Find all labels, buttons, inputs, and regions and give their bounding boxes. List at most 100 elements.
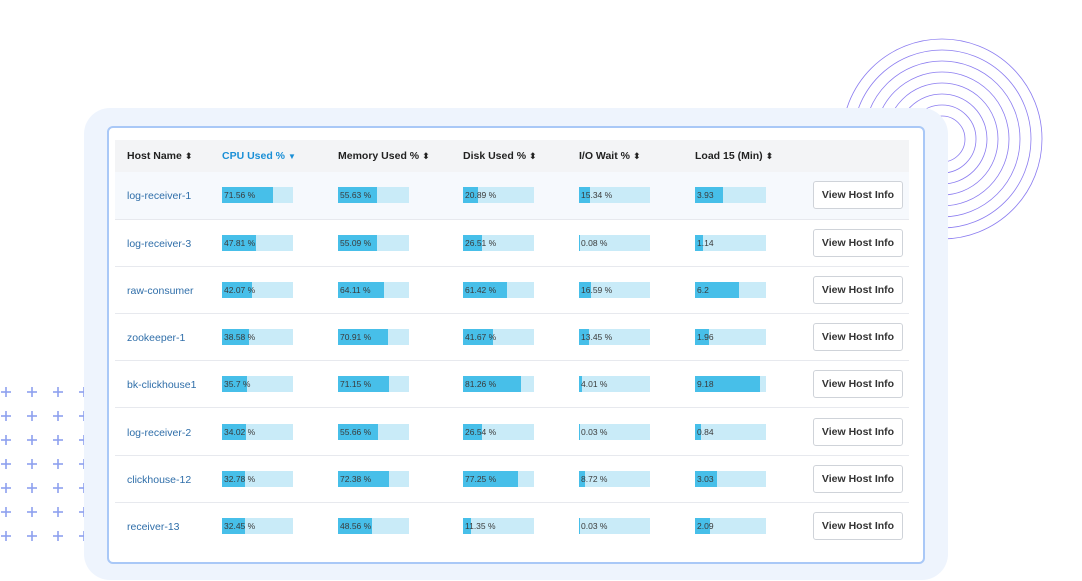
memory-used-cell: 55.66 % xyxy=(326,408,451,455)
cpu-used-bar: 35.7 % xyxy=(222,376,293,393)
disk-used-bar-fill xyxy=(463,518,472,535)
memory-used-bar-fill xyxy=(338,376,389,393)
action-cell: View Host Info xyxy=(799,314,909,361)
io-wait-bar: 0.03 % xyxy=(579,423,650,440)
io-wait-cell: 4.01 % xyxy=(567,361,683,408)
load-15-bar: 9.18 xyxy=(695,376,766,393)
action-cell: View Host Info xyxy=(799,361,909,408)
load-15-bar: 1.96 xyxy=(695,329,766,346)
action-cell: View Host Info xyxy=(799,172,909,219)
memory-used-value: 70.91 % xyxy=(340,332,372,343)
memory-used-value: 55.66 % xyxy=(340,426,372,437)
cpu-used-bar: 32.78 % xyxy=(222,470,293,487)
memory-used-bar: 55.63 % xyxy=(338,187,409,204)
disk-used-bar: 26.54 % xyxy=(463,423,534,440)
cpu-used-cell: 35.7 % xyxy=(210,361,326,408)
memory-used-bar-fill xyxy=(338,187,378,204)
host-name-link[interactable]: clickhouse-12 xyxy=(127,473,192,486)
memory-used-bar-fill xyxy=(338,234,378,251)
memory-used-bar: 55.66 % xyxy=(338,423,409,440)
header-memory-used[interactable]: Memory Used % ⬍ xyxy=(326,140,451,172)
header-disk-used[interactable]: Disk Used % ⬍ xyxy=(451,140,567,172)
view-host-info-button[interactable]: View Host Info xyxy=(813,228,903,257)
io-wait-bar: 13.45 % xyxy=(579,329,650,346)
cpu-used-bar: 32.45 % xyxy=(222,518,293,535)
load-15-value: 6.2 xyxy=(697,284,709,295)
io-wait-bar-fill xyxy=(579,518,581,535)
host-name-link[interactable]: receiver-13 xyxy=(127,521,180,534)
header-io-wait[interactable]: I/O Wait % ⬍ xyxy=(567,140,683,172)
disk-used-cell: 81.26 % xyxy=(451,361,567,408)
load-15-value: 1.96 xyxy=(697,332,714,343)
view-host-info-button[interactable]: View Host Info xyxy=(813,464,903,493)
memory-used-bar-fill xyxy=(338,423,378,440)
view-host-info-button[interactable]: View Host Info xyxy=(813,275,903,304)
disk-used-cell: 26.54 % xyxy=(451,408,567,455)
load-15-value: 3.93 xyxy=(697,190,714,201)
table-row: receiver-13 32.45 % 48.56 % 11.35 % 0.03 % 2.… xyxy=(115,502,909,549)
disk-used-cell: 77.25 % xyxy=(451,455,567,502)
memory-used-value: 71.15 % xyxy=(340,379,372,390)
load-15-bar-fill xyxy=(695,423,701,440)
memory-used-bar: 55.09 % xyxy=(338,234,409,251)
host-name-link[interactable]: log-receiver-1 xyxy=(127,190,192,203)
cpu-used-bar-fill xyxy=(222,187,273,204)
cpu-used-cell: 34.02 % xyxy=(210,408,326,455)
load-15-cell: 1.14 xyxy=(683,219,799,266)
disk-used-bar: 20.89 % xyxy=(463,187,534,204)
hosts-table: Host Name ⬍ CPU Used % ▼ Memory Used % ⬍ Di… xyxy=(115,140,909,550)
load-15-cell: 3.93 xyxy=(683,172,799,219)
disk-used-cell: 41.67 % xyxy=(451,314,567,361)
disk-used-bar-fill xyxy=(463,470,518,487)
cpu-used-bar-fill xyxy=(222,470,246,487)
io-wait-cell: 13.45 % xyxy=(567,314,683,361)
io-wait-bar: 0.08 % xyxy=(579,234,650,251)
io-wait-bar-fill xyxy=(579,329,589,346)
host-name-cell: raw-consumer xyxy=(115,266,210,313)
io-wait-bar: 8.72 % xyxy=(579,470,650,487)
cpu-used-bar: 42.07 % xyxy=(222,281,293,298)
header-cpu-used[interactable]: CPU Used % ▼ xyxy=(210,140,326,172)
view-host-info-button[interactable]: View Host Info xyxy=(813,417,903,446)
cpu-used-bar-fill xyxy=(222,518,246,535)
disk-used-bar: 81.26 % xyxy=(463,376,534,393)
io-wait-cell: 0.03 % xyxy=(567,502,683,549)
memory-used-bar: 71.15 % xyxy=(338,376,409,393)
cpu-used-cell: 32.78 % xyxy=(210,455,326,502)
io-wait-cell: 15.34 % xyxy=(567,172,683,219)
disk-used-value: 26.54 % xyxy=(465,426,497,437)
io-wait-value: 15.34 % xyxy=(581,190,613,201)
host-name-link[interactable]: log-receiver-3 xyxy=(127,237,192,250)
memory-used-bar: 70.91 % xyxy=(338,329,409,346)
load-15-value: 1.14 xyxy=(697,237,714,248)
host-name-cell: log-receiver-1 xyxy=(115,172,210,219)
header-host-name[interactable]: Host Name ⬍ xyxy=(115,140,210,172)
view-host-info-button[interactable]: View Host Info xyxy=(813,181,903,210)
cpu-used-cell: 32.45 % xyxy=(210,502,326,549)
disk-used-value: 61.42 % xyxy=(465,284,497,295)
disk-used-bar: 11.35 % xyxy=(463,518,534,535)
disk-used-bar-fill xyxy=(463,187,478,204)
view-host-info-button[interactable]: View Host Info xyxy=(813,512,903,541)
cpu-used-value: 71.56 % xyxy=(224,190,256,201)
memory-used-cell: 55.63 % xyxy=(326,172,451,219)
memory-used-cell: 71.15 % xyxy=(326,361,451,408)
cpu-used-value: 34.02 % xyxy=(224,426,256,437)
sort-both-icon: ⬍ xyxy=(184,151,193,161)
host-name-link[interactable]: bk-clickhouse1 xyxy=(127,379,197,392)
host-name-cell: log-receiver-3 xyxy=(115,219,210,266)
header-load-15[interactable]: Load 15 (Min) ⬍ xyxy=(683,140,799,172)
io-wait-bar-fill xyxy=(579,234,581,251)
view-host-info-button[interactable]: View Host Info xyxy=(813,323,903,352)
load-15-cell: 0.84 xyxy=(683,408,799,455)
memory-used-cell: 55.09 % xyxy=(326,219,451,266)
host-name-link[interactable]: log-receiver-2 xyxy=(127,426,192,439)
load-15-value: 2.09 xyxy=(697,521,714,532)
disk-used-value: 26.51 % xyxy=(465,237,497,248)
host-name-cell: log-receiver-2 xyxy=(115,408,210,455)
host-name-link[interactable]: zookeeper-1 xyxy=(127,332,186,345)
view-host-info-button[interactable]: View Host Info xyxy=(813,370,903,399)
load-15-cell: 3.03 xyxy=(683,455,799,502)
table-row: bk-clickhouse1 35.7 % 71.15 % 81.26 % 4.01 %… xyxy=(115,361,909,408)
host-name-link[interactable]: raw-consumer xyxy=(127,284,194,297)
